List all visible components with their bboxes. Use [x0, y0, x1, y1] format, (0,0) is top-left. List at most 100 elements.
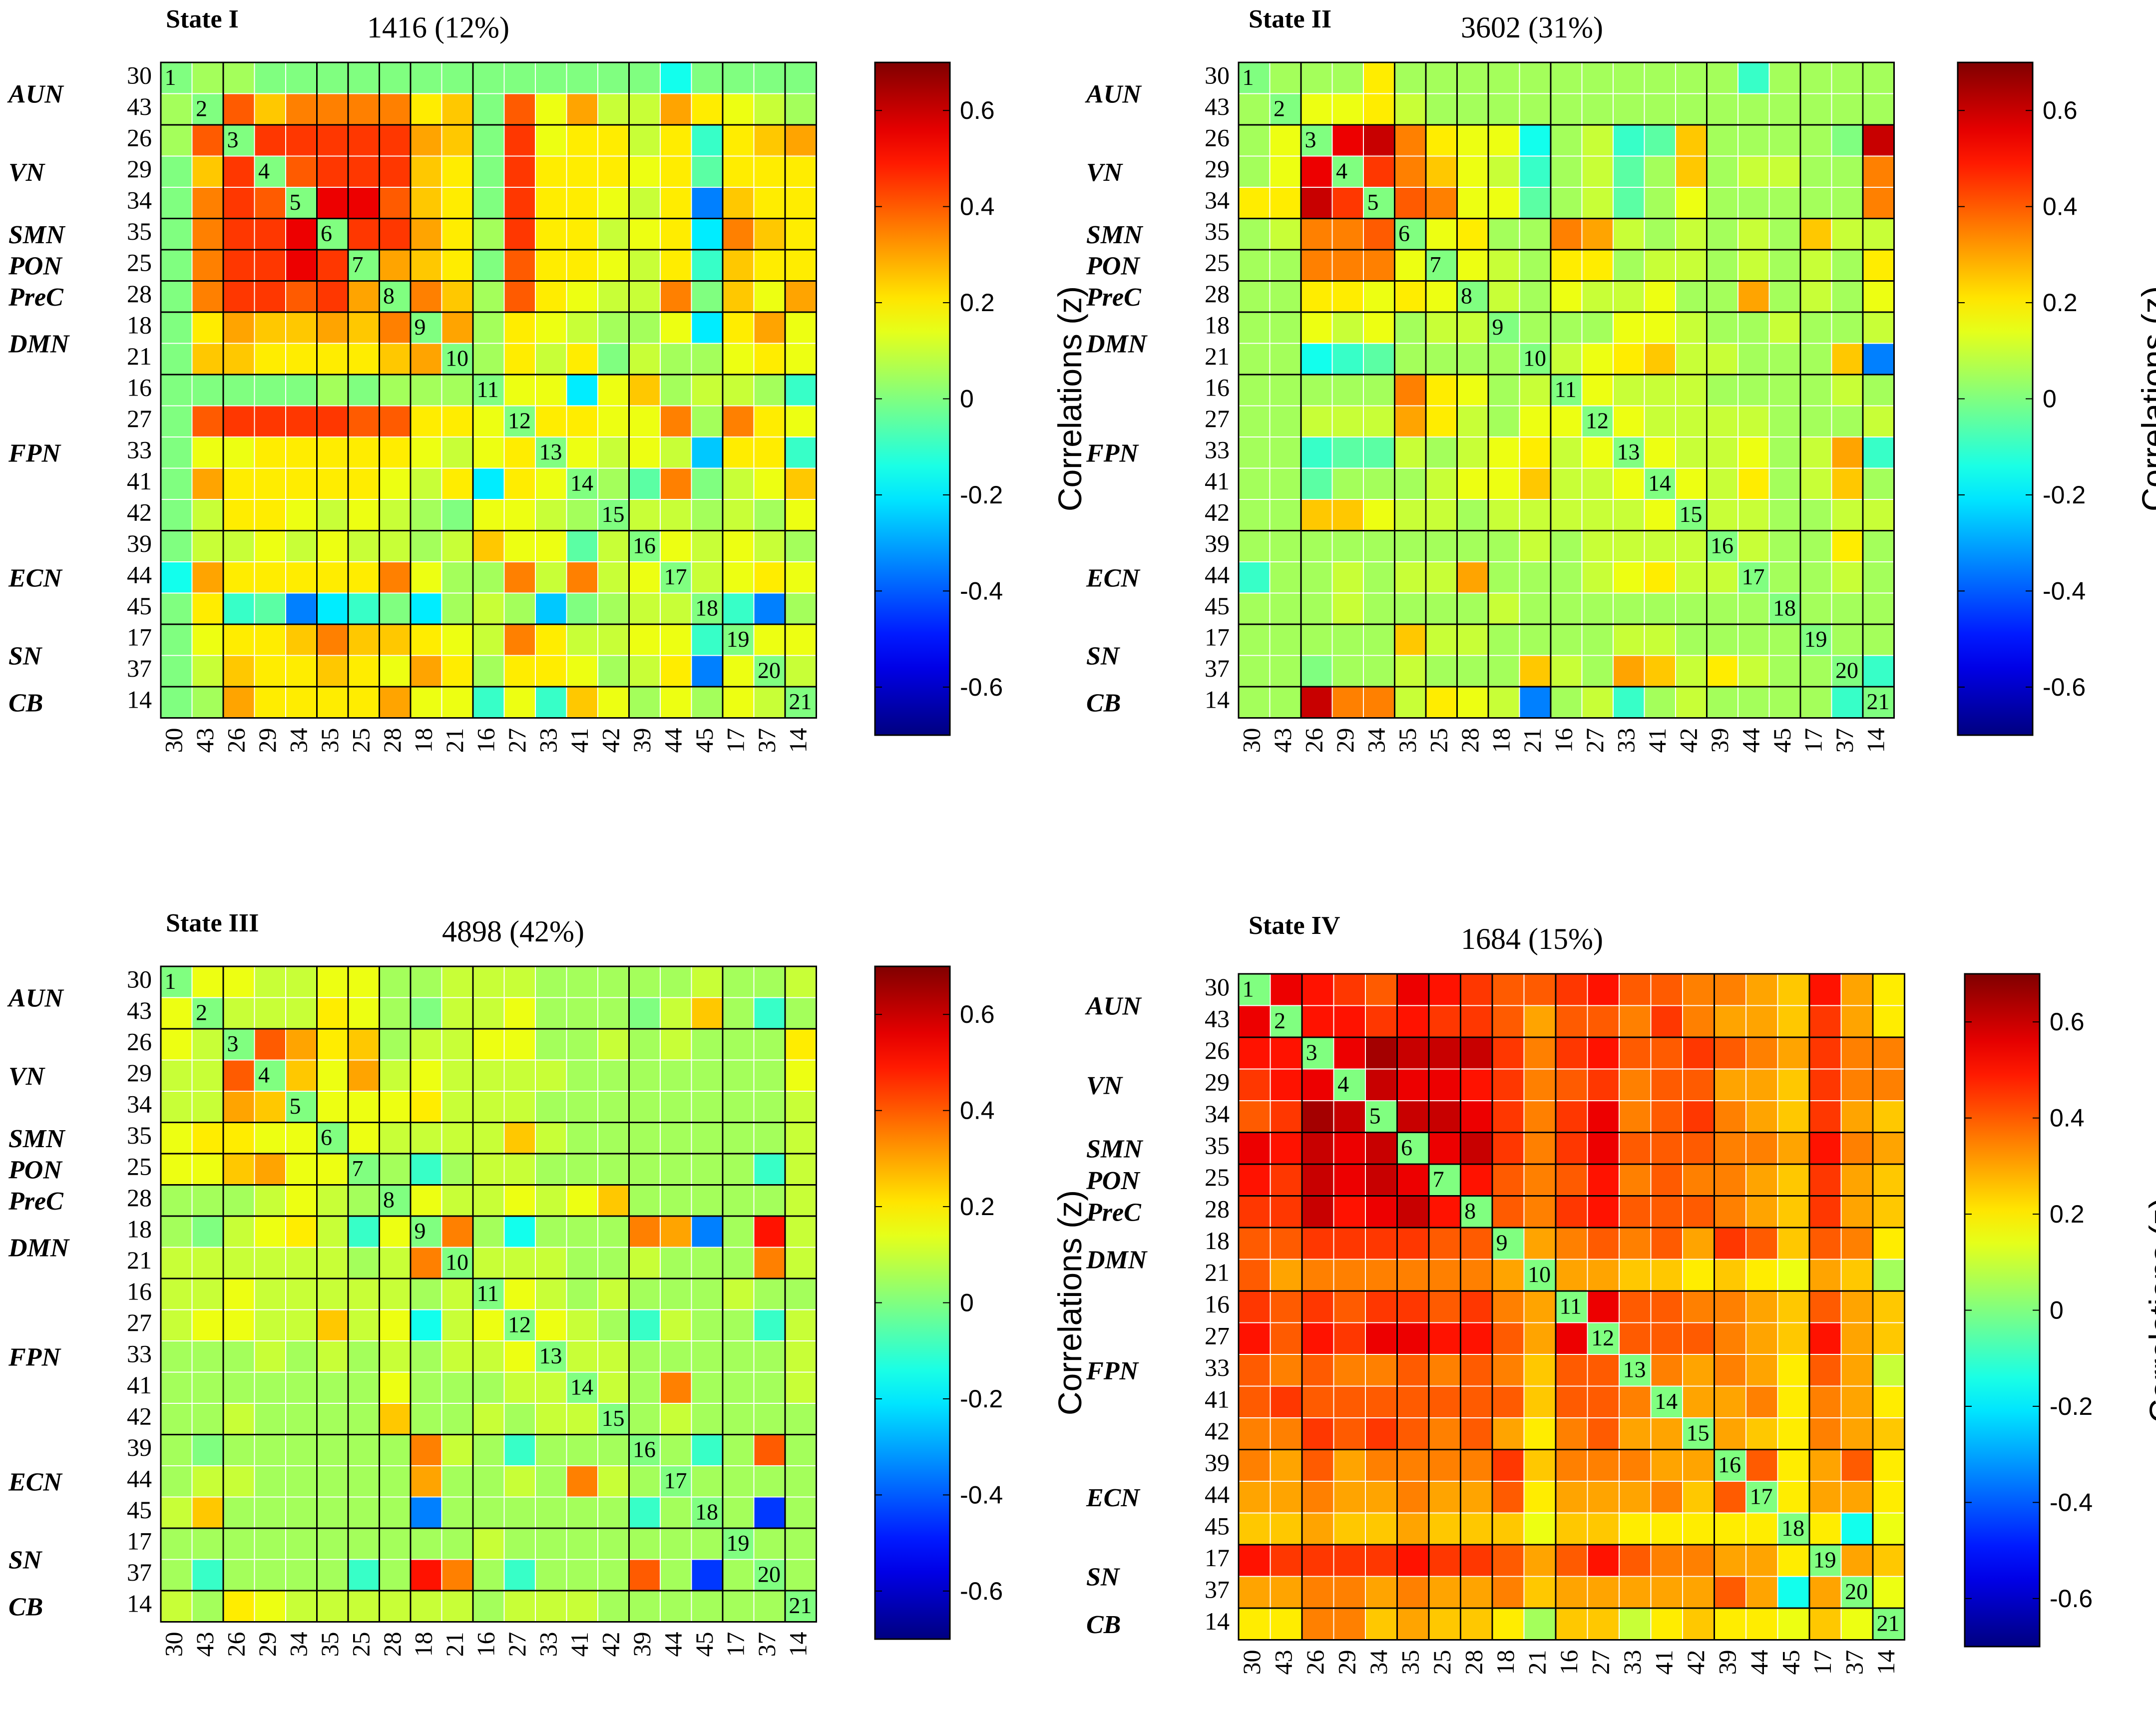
- heatmap-cell: [1238, 1227, 1271, 1260]
- heatmap-cell: [503, 1340, 536, 1373]
- heatmap-cell: [722, 997, 755, 1029]
- heatmap-cell: [1492, 1100, 1525, 1133]
- heatmap-cell: [1840, 1037, 1873, 1070]
- heatmap-cell: [1238, 405, 1271, 437]
- heatmap-cell: [1862, 467, 1895, 500]
- heatmap-cell: [1706, 343, 1738, 375]
- heatmap-cell: [566, 1122, 598, 1154]
- heatmap-cell: [1619, 1512, 1652, 1545]
- heatmap-cell: [1488, 624, 1520, 656]
- heatmap-cell: [1331, 561, 1364, 594]
- heatmap-cell: [1331, 343, 1364, 375]
- heatmap-cell: [1800, 62, 1832, 94]
- heatmap-cell: [785, 1247, 817, 1279]
- heatmap-cell: [1333, 1481, 1366, 1514]
- row-tick-label: 35: [1205, 217, 1230, 245]
- row-tick-label: 43: [127, 996, 152, 1024]
- heatmap-cell: [535, 1465, 567, 1498]
- heatmap-cell: [785, 1465, 817, 1498]
- heatmap-cell: [160, 1340, 193, 1373]
- heatmap-cell: [1460, 1005, 1493, 1038]
- heatmap-cell: [441, 1278, 473, 1310]
- heatmap-cell: [348, 124, 380, 157]
- heatmap-cell: [628, 1059, 661, 1092]
- heatmap-cell: [597, 624, 630, 656]
- heatmap-cell: [160, 312, 193, 344]
- heatmap-cell: [160, 436, 193, 469]
- heatmap-cell: [1800, 655, 1832, 687]
- heatmap-cell: [1675, 530, 1708, 562]
- heatmap-cell: [160, 1371, 193, 1404]
- heatmap-cell: [1394, 499, 1426, 531]
- row-tick-label: 30: [1205, 973, 1230, 1001]
- heatmap-cell: [1777, 1576, 1810, 1609]
- heatmap-cell: [1613, 655, 1645, 687]
- colorbar-tick-label: 0.4: [960, 1097, 995, 1125]
- heatmap-cell: [503, 436, 536, 469]
- heatmap-cell: [1238, 467, 1271, 500]
- state-count: 3602 (31%): [1461, 11, 1603, 44]
- row-tick-label: 21: [1205, 1259, 1230, 1286]
- heatmap-cell: [1333, 973, 1366, 1006]
- heatmap-cell: [1460, 1512, 1493, 1545]
- heatmap-cell: [628, 1371, 661, 1404]
- heatmap-cell: [160, 1247, 193, 1279]
- heatmap-cell: [1872, 1385, 1905, 1418]
- heatmap-cell: [410, 592, 442, 625]
- column-tick-label: 34: [285, 728, 313, 753]
- column-tick-label: 35: [316, 728, 344, 753]
- heatmap-cell: [1581, 124, 1614, 157]
- heatmap-cell: [1768, 93, 1801, 125]
- heatmap-cell: [1587, 1608, 1620, 1641]
- heatmap-cell: [660, 93, 692, 125]
- heatmap-cell: [285, 1309, 318, 1341]
- heatmap-cell: [1714, 1354, 1746, 1387]
- heatmap-cell: [472, 312, 505, 344]
- heatmap-cell: [316, 997, 349, 1029]
- heatmap-cell: [691, 997, 723, 1029]
- row-tick-label: 29: [1205, 155, 1230, 183]
- colorbar: [874, 61, 951, 736]
- heatmap-cell: [1644, 187, 1676, 219]
- heatmap-cell: [1270, 1037, 1302, 1070]
- heatmap-cell: [722, 1122, 755, 1154]
- heatmap-cell: [191, 312, 224, 344]
- heatmap-cell: [1777, 1481, 1810, 1514]
- heatmap-cell: [1550, 187, 1583, 219]
- heatmap-cell: [1269, 530, 1301, 562]
- heatmap-cell: [1238, 1164, 1271, 1197]
- heatmap-cell: [722, 1216, 755, 1248]
- diagonal-label: 15: [602, 501, 625, 527]
- column-tick-label: 33: [534, 1632, 562, 1657]
- heatmap-cell: [160, 249, 193, 282]
- heatmap-cell: [1777, 1354, 1810, 1387]
- heatmap-cell: [348, 374, 380, 407]
- heatmap-cell: [441, 405, 473, 437]
- heatmap-cell: [1840, 973, 1873, 1006]
- heatmap-cell: [503, 124, 536, 157]
- heatmap-cell: [348, 966, 380, 998]
- heatmap-cell: [597, 1153, 630, 1186]
- heatmap-cell: [503, 62, 536, 94]
- heatmap-cell: [1777, 1227, 1810, 1260]
- heatmap-cell: [1675, 592, 1708, 625]
- column-tick-label: 18: [410, 1632, 437, 1657]
- heatmap-cell: [1650, 1322, 1683, 1355]
- heatmap-cell: [1737, 312, 1770, 344]
- heatmap-cell: [1331, 312, 1364, 344]
- heatmap-cell: [753, 343, 786, 375]
- heatmap-cell: [1587, 1037, 1620, 1070]
- heatmap-cell: [472, 62, 505, 94]
- heatmap-cell: [223, 1184, 255, 1217]
- heatmap-cell: [441, 966, 473, 998]
- heatmap-cell: [535, 624, 567, 656]
- heatmap-cell: [1581, 93, 1614, 125]
- heatmap-cell: [472, 1309, 505, 1341]
- heatmap-cell: [1550, 592, 1583, 625]
- heatmap-cell: [223, 1371, 255, 1404]
- heatmap-cell: [472, 655, 505, 687]
- heatmap-cell: [1745, 1259, 1778, 1291]
- heatmap-cell: [597, 1559, 630, 1591]
- heatmap-cell: [1714, 1132, 1746, 1165]
- heatmap-cell: [348, 1590, 380, 1623]
